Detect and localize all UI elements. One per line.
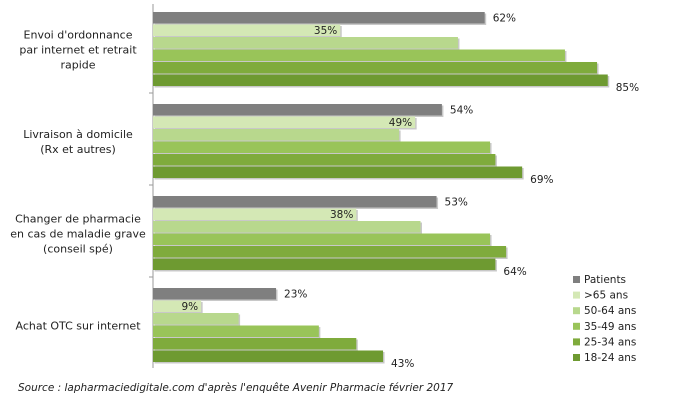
legend-label: 50-64 ans: [584, 305, 636, 317]
category-label-line: (Rx et autres): [40, 143, 116, 156]
data-label: 49%: [389, 117, 412, 129]
data-label: 38%: [330, 209, 353, 221]
bar: [153, 300, 202, 312]
bar: [153, 233, 491, 245]
legend-swatch: [573, 354, 580, 361]
category-label-line: (conseil spé): [43, 243, 113, 256]
legend-label: 18-24 ans: [584, 352, 636, 364]
legend-swatch: [573, 322, 580, 330]
bar: [153, 129, 400, 141]
category-label-line: rapide: [60, 59, 95, 72]
category-label-line: Envoi d'ordonnance: [24, 29, 133, 42]
category-label-line: par internet et retrait: [19, 44, 137, 57]
bar: [153, 208, 357, 220]
bar: [153, 24, 341, 36]
data-label: 64%: [503, 266, 526, 278]
bar: [153, 288, 277, 300]
category-label: Livraison à domicile (Rx et autres): [23, 128, 133, 156]
bar: [153, 258, 496, 270]
bar: [153, 246, 507, 258]
bar: [153, 338, 357, 350]
plot-area: Envoi d'ordonnance par internet et retrai…: [10, 4, 639, 370]
data-label: 35%: [314, 25, 337, 37]
bar: [153, 154, 496, 166]
legend-swatch: [573, 307, 580, 315]
bar: [153, 37, 458, 49]
source-note: Source : lapharmaciedigitale.com d'après…: [18, 382, 454, 394]
data-label: 43%: [391, 358, 414, 370]
bar: [153, 62, 598, 74]
bar: [153, 196, 437, 208]
legend-label: 25-34 ans: [584, 336, 636, 348]
bar: [153, 166, 523, 178]
legend-swatch: [573, 276, 580, 283]
bar: [153, 74, 608, 86]
legend-swatch: [573, 291, 580, 299]
legend: Patients >65 ans 50-64 ans 35-49 ans 25-34 a…: [573, 274, 636, 364]
category-label: Achat OTC sur internet: [15, 320, 141, 333]
bar: [153, 104, 442, 116]
category-label: Changer de pharmacie en cas de maladie gr…: [10, 213, 146, 256]
category-label-line: Changer de pharmacie: [15, 213, 141, 226]
bar: [153, 325, 319, 337]
category-label: Envoi d'ordonnance par internet et retrai…: [19, 29, 137, 72]
bar: [153, 313, 239, 325]
bar: [153, 221, 421, 233]
legend-label: 35-49 ans: [584, 321, 636, 333]
legend-label: >65 ans: [584, 290, 628, 302]
data-label: 23%: [284, 289, 307, 301]
bar: [153, 12, 485, 24]
data-label: 69%: [530, 174, 553, 186]
legend-swatch: [573, 338, 580, 346]
bar: [153, 141, 491, 153]
legend-label: Patients: [584, 274, 626, 286]
category-label-line: Livraison à domicile: [23, 128, 133, 141]
bar: [153, 116, 416, 128]
data-label: 53%: [445, 197, 468, 209]
data-label: 62%: [493, 13, 516, 25]
data-label: 85%: [616, 82, 639, 94]
category-label-line: en cas de maladie grave: [10, 228, 146, 241]
bar: [153, 49, 565, 61]
bar: [153, 350, 384, 362]
data-label: 54%: [450, 105, 473, 117]
category-label-line: Achat OTC sur internet: [15, 320, 141, 333]
data-label: 9%: [181, 301, 198, 313]
